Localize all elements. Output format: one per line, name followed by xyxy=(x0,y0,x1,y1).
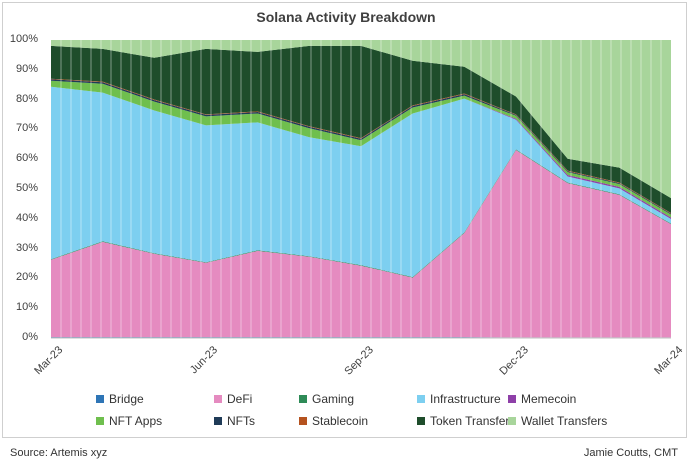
legend-label: DeFi xyxy=(227,392,253,406)
y-tick-label: 50% xyxy=(15,182,38,194)
area-wallet-transfers xyxy=(51,40,671,199)
legend-swatch xyxy=(508,417,516,425)
legend-swatch xyxy=(214,395,222,403)
y-tick-label: 60% xyxy=(15,152,38,165)
area-memecoin xyxy=(51,86,671,219)
legend-item-nft-apps: NFT Apps xyxy=(96,414,162,428)
legend-swatch xyxy=(508,395,516,403)
source-note: Source: Artemis xyz xyxy=(10,447,108,459)
legend-label: Bridge xyxy=(109,392,144,406)
legend-swatch xyxy=(417,395,425,403)
legend-item-token-transfers: Token Transfers xyxy=(417,414,515,428)
legend-swatch xyxy=(214,417,222,425)
legend-swatch xyxy=(299,417,307,425)
legend-item-gaming: Gaming xyxy=(299,392,354,406)
y-tick-label: 20% xyxy=(15,271,38,284)
legend-item-defi: DeFi xyxy=(214,392,252,406)
y-tick-label: 0% xyxy=(22,331,38,343)
area-defi xyxy=(51,150,671,338)
legend-item-memecoin: Memecoin xyxy=(508,392,576,406)
legend-item-infrastructure: Infrastructure xyxy=(417,392,501,406)
chart-title: Solana Activity Breakdown xyxy=(256,9,436,25)
legend-label: NFT Apps xyxy=(109,414,163,428)
legend-swatch xyxy=(96,417,104,425)
legend-label: Token Transfers xyxy=(430,414,516,428)
legend-label: Gaming xyxy=(312,392,355,406)
legend-label: Memecoin xyxy=(521,392,577,406)
author-credit: Jamie Coutts, CMT xyxy=(583,447,678,459)
legend-label: Stablecoin xyxy=(312,414,369,428)
legend-item-nfts: NFTs xyxy=(214,414,255,428)
legend-swatch xyxy=(299,395,307,403)
legend-label: NFTs xyxy=(227,414,255,428)
legend-label: Infrastructure xyxy=(430,392,501,406)
legend-swatch xyxy=(96,395,104,403)
legend-item-wallet-transfers: Wallet Transfers xyxy=(508,414,607,428)
legend-item-stablecoin: Stablecoin xyxy=(299,414,368,428)
y-tick-label: 100% xyxy=(9,33,38,45)
y-tick-label: 80% xyxy=(15,92,38,105)
y-tick-label: 30% xyxy=(15,241,38,254)
legend-label: Wallet Transfers xyxy=(521,414,608,428)
area-nft-apps xyxy=(51,80,671,218)
legend-swatch xyxy=(417,417,425,425)
y-tick-label: 90% xyxy=(15,62,38,75)
y-tick-label: 70% xyxy=(15,122,38,135)
y-tick-label: 10% xyxy=(15,301,38,314)
y-tick-label: 40% xyxy=(15,211,38,224)
legend-item-bridge: Bridge xyxy=(96,392,144,406)
